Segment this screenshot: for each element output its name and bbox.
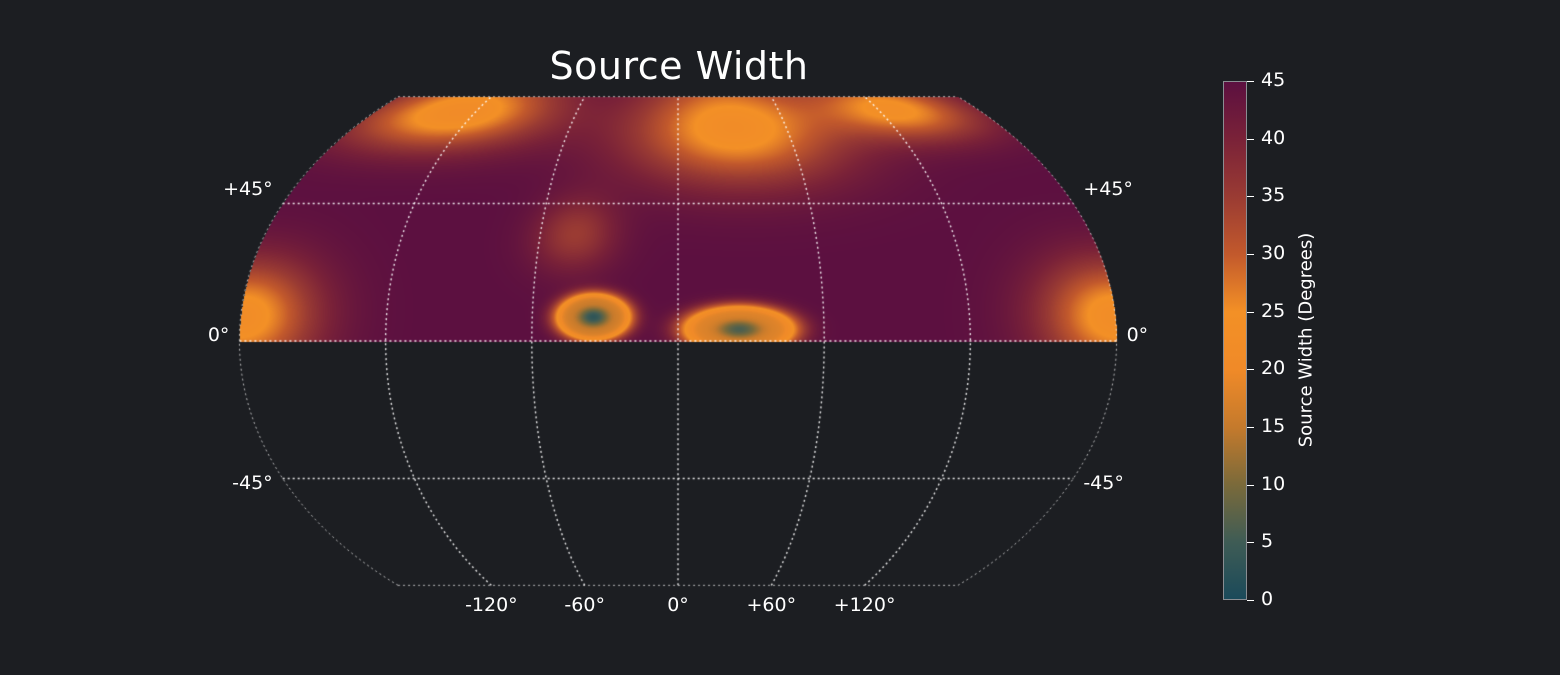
lat-label-right: +45° <box>1083 177 1133 200</box>
lat-label-right: 0° <box>1126 324 1149 346</box>
colorbar-tick-label: 20 <box>1261 357 1286 380</box>
lat-label-left: +45° <box>223 177 273 200</box>
lon-label: -120° <box>465 594 518 616</box>
colorbar-tick-label: 25 <box>1261 299 1286 322</box>
colorbar-tick-label: 35 <box>1261 184 1286 207</box>
colorbar-tick-label: 45 <box>1261 69 1286 91</box>
colorbar-tick-label: 30 <box>1261 242 1286 264</box>
lon-label: +120° <box>833 594 896 616</box>
colorbar-tick-mark <box>1247 369 1254 371</box>
colorbar-label: Source Width (Degrees) <box>1295 232 1317 448</box>
colorbar-tick-mark <box>1247 484 1254 486</box>
colorbar-tick-label: 40 <box>1261 126 1286 149</box>
chart-title: Source Width <box>549 44 809 88</box>
lat-label-left: -45° <box>232 472 273 495</box>
colorbar-tick-mark <box>1247 311 1254 313</box>
lon-label: 0° <box>667 594 689 616</box>
lon-label: -60° <box>564 594 605 616</box>
colorbar-tick-label: 0 <box>1261 588 1274 610</box>
lat-label-right: -45° <box>1083 472 1124 495</box>
colorbar-tick-label: 5 <box>1261 530 1274 553</box>
colorbar-tick-mark <box>1247 138 1254 140</box>
colorbar-tick-label: 15 <box>1261 415 1286 437</box>
lat-label-left: 0° <box>207 324 230 346</box>
lon-label: +60° <box>746 594 797 616</box>
colorbar-tick-mark <box>1247 196 1254 198</box>
colorbar-tick-label: 10 <box>1261 472 1286 495</box>
colorbar-tick-mark <box>1247 542 1254 544</box>
colorbar-tick-mark <box>1247 81 1254 82</box>
colorbar-tick-mark <box>1247 427 1254 428</box>
colorbar-tick-mark <box>1247 254 1254 255</box>
colorbar-tick-mark <box>1247 600 1254 601</box>
colorbar <box>1223 81 1247 600</box>
